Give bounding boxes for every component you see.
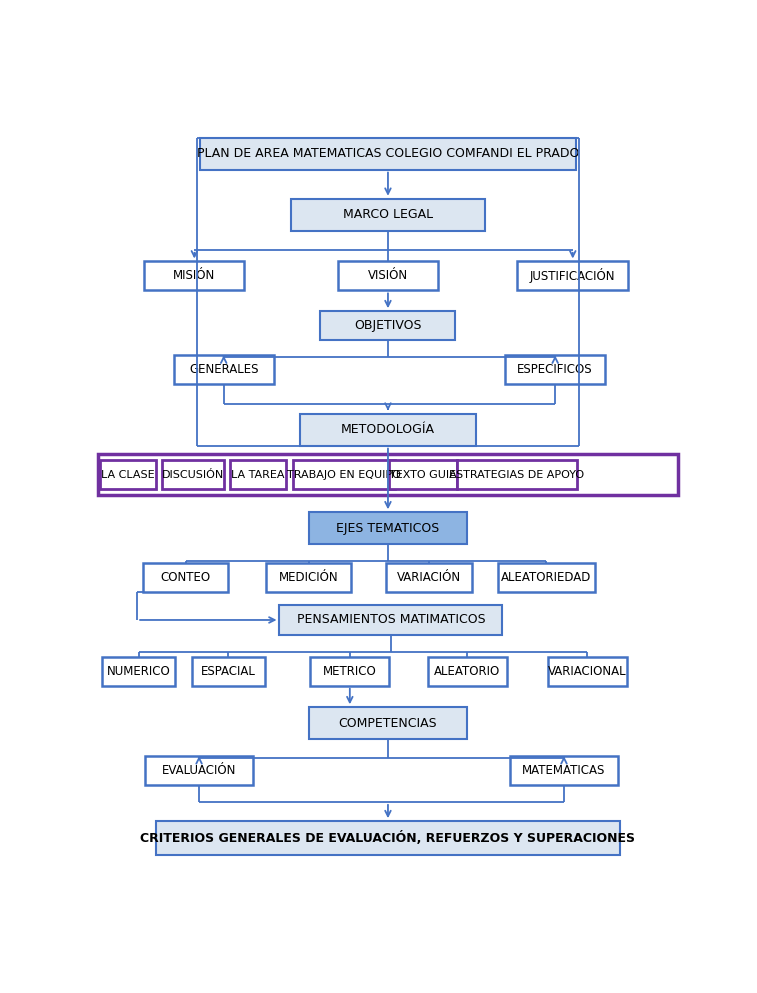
- Text: CONTEO: CONTEO: [160, 571, 210, 585]
- Text: TRABAJO EN EQUIPO: TRABAJO EN EQUIPO: [287, 470, 401, 480]
- FancyBboxPatch shape: [338, 261, 438, 290]
- FancyBboxPatch shape: [517, 261, 628, 290]
- FancyBboxPatch shape: [387, 563, 472, 593]
- FancyBboxPatch shape: [200, 137, 576, 170]
- FancyBboxPatch shape: [145, 756, 254, 785]
- Text: COMPETENCIAS: COMPETENCIAS: [338, 717, 438, 730]
- FancyBboxPatch shape: [230, 460, 285, 490]
- FancyBboxPatch shape: [266, 563, 351, 593]
- FancyBboxPatch shape: [457, 460, 577, 490]
- FancyBboxPatch shape: [309, 512, 467, 544]
- FancyBboxPatch shape: [548, 656, 627, 686]
- Text: LA CLASE: LA CLASE: [101, 470, 155, 480]
- Text: METODOLOGÍA: METODOLOGÍA: [341, 423, 435, 436]
- Text: GENERALES: GENERALES: [189, 363, 258, 376]
- FancyBboxPatch shape: [320, 311, 456, 341]
- FancyBboxPatch shape: [389, 460, 457, 490]
- Text: DISCUSIÓN: DISCUSIÓN: [162, 470, 224, 480]
- FancyBboxPatch shape: [310, 656, 389, 686]
- FancyBboxPatch shape: [102, 656, 176, 686]
- FancyBboxPatch shape: [428, 656, 506, 686]
- FancyBboxPatch shape: [291, 199, 484, 230]
- Text: VARIACIÓN: VARIACIÓN: [397, 571, 461, 585]
- Text: ESTRATEGIAS DE APOYO: ESTRATEGIAS DE APOYO: [450, 470, 584, 480]
- Text: ESPECIFICOS: ESPECIFICOS: [517, 363, 593, 376]
- FancyBboxPatch shape: [156, 821, 620, 855]
- Text: MARCO LEGAL: MARCO LEGAL: [343, 209, 433, 221]
- Text: JUSTIFICACIÓN: JUSTIFICACIÓN: [530, 268, 615, 283]
- Text: NUMERICO: NUMERICO: [107, 664, 170, 677]
- Text: MEDICIÓN: MEDICIÓN: [279, 571, 338, 585]
- Text: LA TAREA: LA TAREA: [231, 470, 285, 480]
- Text: METRICO: METRICO: [323, 664, 377, 677]
- FancyBboxPatch shape: [309, 707, 467, 739]
- Text: ALEATORIO: ALEATORIO: [434, 664, 500, 677]
- FancyBboxPatch shape: [293, 460, 395, 490]
- Text: ALEATORIEDAD: ALEATORIEDAD: [501, 571, 591, 585]
- Text: PENSAMIENTOS MATIMATICOS: PENSAMIENTOS MATIMATICOS: [297, 614, 485, 627]
- FancyBboxPatch shape: [509, 756, 618, 785]
- FancyBboxPatch shape: [174, 355, 273, 384]
- FancyBboxPatch shape: [145, 261, 245, 290]
- Text: ESPACIAL: ESPACIAL: [201, 664, 256, 677]
- FancyBboxPatch shape: [506, 355, 605, 384]
- FancyBboxPatch shape: [100, 460, 156, 490]
- Text: MATEMATICAS: MATEMATICAS: [522, 764, 606, 778]
- Text: EJES TEMATICOS: EJES TEMATICOS: [336, 521, 440, 534]
- FancyBboxPatch shape: [498, 563, 595, 593]
- FancyBboxPatch shape: [279, 605, 503, 636]
- Text: CRITERIOS GENERALES DE EVALUACIÓN, REFUERZOS Y SUPERACIONES: CRITERIOS GENERALES DE EVALUACIÓN, REFUE…: [141, 831, 635, 845]
- Text: TEXTO GUIA: TEXTO GUIA: [389, 470, 457, 480]
- FancyBboxPatch shape: [163, 460, 224, 490]
- Text: PLAN DE AREA MATEMATICAS COLEGIO COMFANDI EL PRADO: PLAN DE AREA MATEMATICAS COLEGIO COMFAND…: [197, 147, 579, 160]
- Text: EVALUACIÓN: EVALUACIÓN: [162, 764, 236, 778]
- FancyBboxPatch shape: [192, 656, 265, 686]
- FancyBboxPatch shape: [300, 413, 476, 446]
- Text: VISIÓN: VISIÓN: [368, 269, 408, 282]
- Text: MISIÓN: MISIÓN: [173, 269, 216, 282]
- FancyBboxPatch shape: [143, 563, 228, 593]
- Text: VARIACIONAL: VARIACIONAL: [548, 664, 627, 677]
- Text: OBJETIVOS: OBJETIVOS: [354, 319, 422, 332]
